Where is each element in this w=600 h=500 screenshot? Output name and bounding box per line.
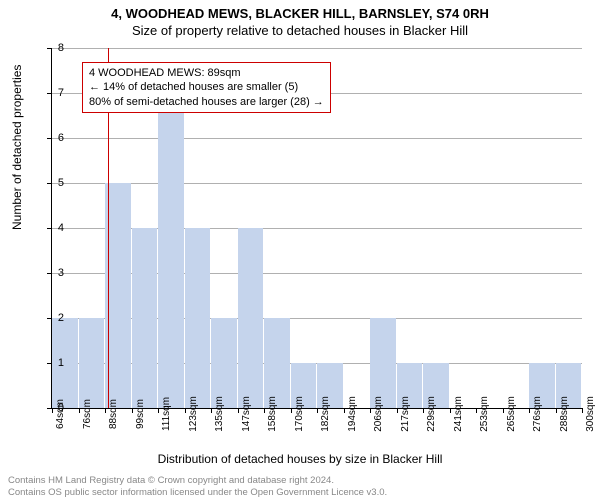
gridline <box>52 138 582 139</box>
ytick-label: 5 <box>58 177 64 189</box>
chart-container: 4, WOODHEAD MEWS, BLACKER HILL, BARNSLEY… <box>0 0 600 500</box>
footer-line-1: Contains HM Land Registry data © Crown c… <box>8 475 387 486</box>
xtick-label: 217sqm <box>400 396 411 432</box>
histogram-bar <box>158 93 184 408</box>
y-axis-line <box>51 48 52 408</box>
y-axis-label: Number of detached properties <box>10 65 24 230</box>
plot-area: 64sqm76sqm88sqm99sqm111sqm123sqm135sqm14… <box>52 48 582 408</box>
xtick-label: 182sqm <box>320 396 331 432</box>
histogram-bar <box>132 228 158 408</box>
ytick-label: 0 <box>58 402 64 414</box>
histogram-bar <box>211 318 237 408</box>
xtick-label: 170sqm <box>294 396 305 432</box>
ytick-label: 7 <box>58 87 64 99</box>
x-axis-label: Distribution of detached houses by size … <box>0 452 600 466</box>
xtick-mark <box>582 408 583 413</box>
histogram-bar <box>79 318 105 408</box>
infobox-line: 80% of semi-detached houses are larger (… <box>89 95 324 109</box>
ytick-label: 3 <box>58 267 64 279</box>
ytick-label: 6 <box>58 132 64 144</box>
ytick-label: 2 <box>58 312 64 324</box>
xtick-label: 276sqm <box>532 396 543 432</box>
attribution-footer: Contains HM Land Registry data © Crown c… <box>8 475 387 498</box>
xtick-label: 253sqm <box>479 396 490 432</box>
xtick-label: 194sqm <box>347 396 358 432</box>
histogram-bar <box>185 228 211 408</box>
gridline <box>52 183 582 184</box>
chart-title-address: 4, WOODHEAD MEWS, BLACKER HILL, BARNSLEY… <box>0 0 600 21</box>
xtick-label: 241sqm <box>453 396 464 432</box>
xtick-label: 111sqm <box>161 397 172 431</box>
ytick-label: 1 <box>58 357 64 369</box>
xtick-label: 206sqm <box>373 396 384 432</box>
xtick-label: 288sqm <box>559 396 570 432</box>
callout-infobox: 4 WOODHEAD MEWS: 89sqm← 14% of detached … <box>82 62 331 113</box>
histogram-bar <box>264 318 290 408</box>
xtick-label: 229sqm <box>426 396 437 432</box>
ytick-label: 8 <box>58 42 64 54</box>
xtick-label: 88sqm <box>108 399 119 429</box>
xtick-label: 135sqm <box>214 396 225 432</box>
xtick-label: 265sqm <box>506 396 517 432</box>
infobox-line: 4 WOODHEAD MEWS: 89sqm <box>89 66 324 80</box>
xtick-label: 99sqm <box>135 399 146 429</box>
xtick-label: 76sqm <box>82 399 93 429</box>
histogram-bar <box>52 318 78 408</box>
ytick-label: 4 <box>58 222 64 234</box>
x-axis-line <box>52 408 582 409</box>
xtick-label: 123sqm <box>188 396 199 432</box>
infobox-line: ← 14% of detached houses are smaller (5) <box>89 80 324 94</box>
gridline <box>52 48 582 49</box>
xtick-label: 300sqm <box>585 396 596 432</box>
histogram-bar <box>238 228 264 408</box>
xtick-label: 147sqm <box>241 396 252 432</box>
chart-subtitle: Size of property relative to detached ho… <box>0 21 600 38</box>
histogram-bar <box>370 318 396 408</box>
xtick-label: 158sqm <box>267 396 278 432</box>
histogram-bar <box>105 183 131 408</box>
footer-line-2: Contains OS public sector information li… <box>8 487 387 498</box>
